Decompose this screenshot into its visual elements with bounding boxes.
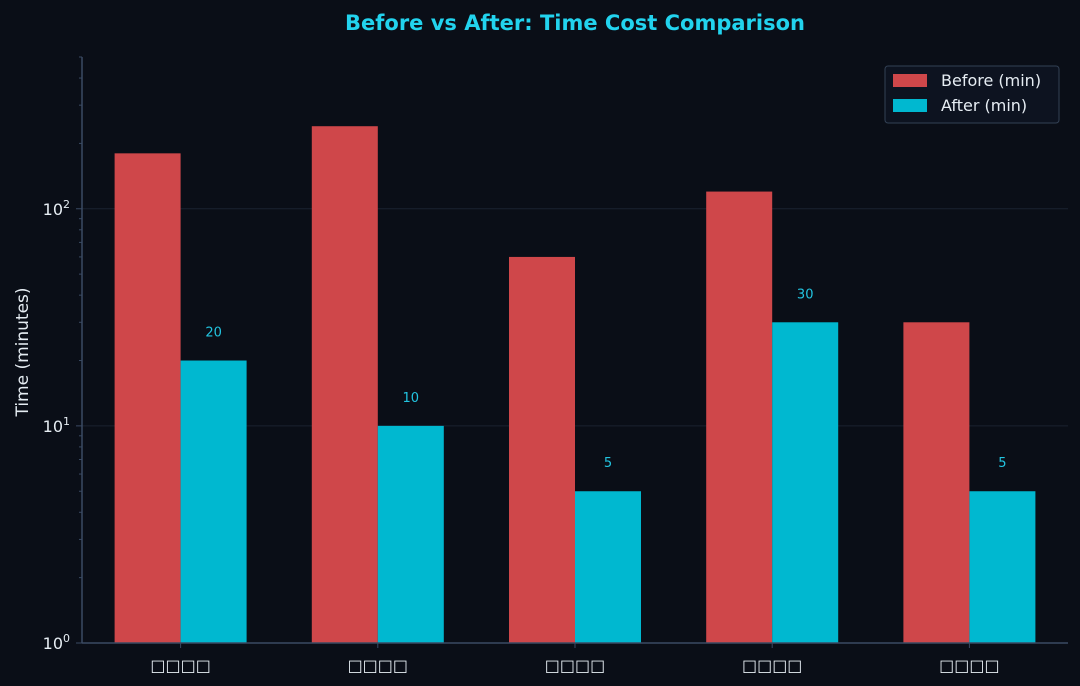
bar-after <box>377 425 444 643</box>
bars <box>114 126 1036 643</box>
bar-before <box>114 153 181 643</box>
bar-before <box>903 322 970 643</box>
data-labels: 20 10 5 30 5 <box>205 287 1006 471</box>
legend-swatch-before <box>893 74 927 87</box>
axes: □□□□ □□□□ □□□□ □□□□ □□□□ 100 101 102 <box>43 56 1068 675</box>
x-tick-label: □□□□ <box>545 656 605 675</box>
x-tick-label: □□□□ <box>742 656 802 675</box>
x-tick-label: □□□□ <box>939 656 999 675</box>
bar-after <box>180 360 247 643</box>
bar-before <box>706 191 773 643</box>
data-label: 5 <box>998 456 1006 471</box>
y-tick-label: 100 <box>43 632 70 653</box>
data-label: 5 <box>604 456 612 471</box>
y-axis-label: Time (minutes) <box>13 287 33 417</box>
x-tick-label: □□□□ <box>348 656 408 675</box>
legend: Before (min) After (min) <box>884 65 1060 124</box>
bar-before <box>509 256 575 643</box>
y-tick-label: 102 <box>43 198 70 219</box>
bar-after <box>575 491 641 643</box>
legend-box <box>884 65 1060 124</box>
bar-before <box>311 126 378 643</box>
bar-after <box>969 491 1036 643</box>
data-label: 30 <box>797 287 814 302</box>
y-tick-label: 101 <box>43 415 70 436</box>
legend-label: After (min) <box>941 96 1027 115</box>
legend-label: Before (min) <box>941 71 1041 90</box>
bar-after <box>772 322 839 643</box>
x-tick-label: □□□□ <box>150 656 210 675</box>
data-label: 20 <box>205 326 222 341</box>
data-label: 10 <box>403 391 420 406</box>
legend-swatch-after <box>893 99 927 112</box>
chart-title: Before vs After: Time Cost Comparison <box>345 11 805 35</box>
